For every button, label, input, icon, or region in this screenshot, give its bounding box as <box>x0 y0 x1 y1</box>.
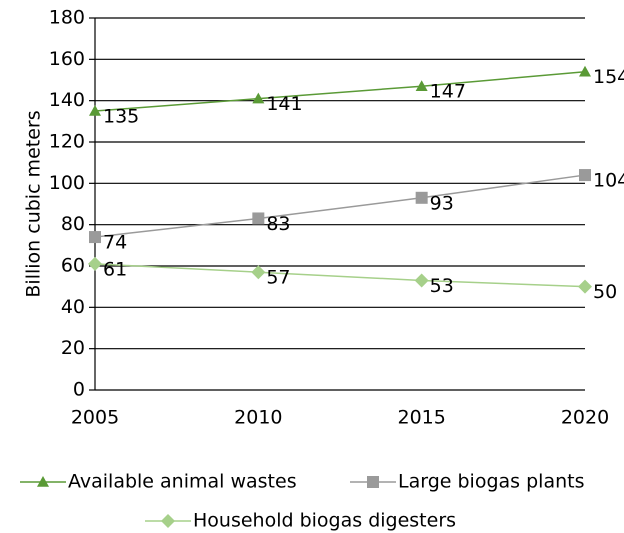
x-tick-label: 2010 <box>234 407 282 429</box>
data-point <box>88 256 102 271</box>
data-label: 93 <box>430 192 454 214</box>
legend-label: Household biogas digesters <box>193 510 456 532</box>
data-label: 154 <box>593 66 624 88</box>
legend-label: Available animal wastes <box>68 471 297 493</box>
data-point <box>252 92 265 104</box>
data-point <box>579 169 591 182</box>
data-point <box>415 80 428 91</box>
data-point <box>578 279 592 294</box>
data-label: 53 <box>430 275 454 297</box>
data-label: 141 <box>266 93 302 115</box>
y-tick-label: 80 <box>61 213 85 235</box>
x-tick-label: 2020 <box>561 407 609 429</box>
data-label: 50 <box>593 281 617 303</box>
data-point <box>414 273 429 288</box>
y-tick-label: 140 <box>49 89 85 111</box>
data-label: 83 <box>266 213 290 235</box>
y-tick-label: 180 <box>49 7 85 29</box>
series-line <box>94 174 586 238</box>
y-tick-label: 160 <box>49 48 85 70</box>
legend-label: Large biogas plants <box>398 471 584 493</box>
y-tick-label: 60 <box>61 255 85 277</box>
data-label: 57 <box>266 267 290 289</box>
y-tick-label: 120 <box>49 131 85 153</box>
data-label: 135 <box>103 106 139 128</box>
data-label: 61 <box>103 258 127 280</box>
x-tick-label: 2015 <box>397 407 445 429</box>
data-point <box>579 65 591 77</box>
data-point <box>89 231 101 244</box>
data-label: 74 <box>103 232 127 254</box>
y-axis-label: Billion cubic meters <box>23 110 45 297</box>
legend-marker <box>161 514 175 528</box>
x-tick-label: 2005 <box>71 407 119 429</box>
data-point <box>251 265 266 280</box>
series-line <box>94 70 586 112</box>
data-point <box>89 105 101 116</box>
series-line <box>94 263 586 288</box>
data-point <box>415 191 428 204</box>
legend-marker <box>37 476 49 487</box>
y-tick-label: 40 <box>61 296 85 318</box>
data-label: 147 <box>430 81 466 103</box>
legend-marker <box>367 476 379 488</box>
y-tick-label: 100 <box>49 172 85 194</box>
y-tick-label: 20 <box>61 337 85 359</box>
y-tick-label: 0 <box>73 379 85 401</box>
data-label: 104 <box>593 170 624 192</box>
data-point <box>252 212 265 225</box>
